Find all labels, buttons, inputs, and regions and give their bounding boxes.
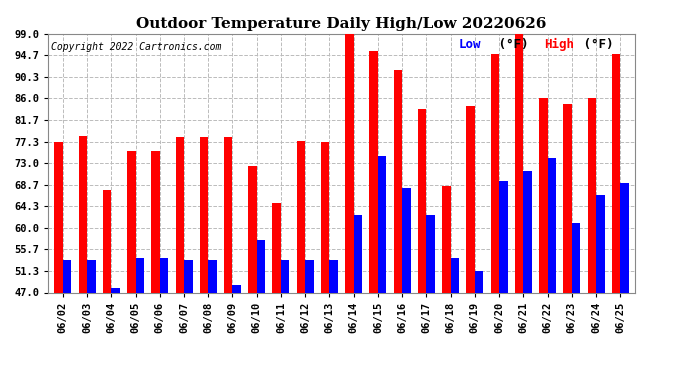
Bar	[175, 137, 184, 292]
Bar	[233, 285, 241, 292]
Bar	[345, 34, 354, 292]
Bar	[466, 106, 475, 292]
Bar	[79, 136, 87, 292]
Bar	[297, 141, 305, 292]
Bar	[548, 158, 556, 292]
Bar	[499, 180, 508, 292]
Bar	[572, 223, 580, 292]
Bar	[184, 260, 193, 292]
Bar	[378, 156, 386, 292]
Bar	[442, 186, 451, 292]
Text: (°F): (°F)	[491, 38, 529, 51]
Bar	[135, 258, 144, 292]
Bar	[63, 260, 71, 292]
Bar	[103, 190, 111, 292]
Bar	[224, 137, 233, 292]
Bar	[127, 151, 135, 292]
Bar	[208, 260, 217, 292]
Bar	[369, 51, 378, 292]
Bar	[426, 215, 435, 292]
Bar	[248, 166, 257, 292]
Text: Copyright 2022 Cartronics.com: Copyright 2022 Cartronics.com	[51, 42, 221, 51]
Bar	[596, 195, 604, 292]
Text: (°F): (°F)	[576, 38, 613, 51]
Bar	[563, 104, 572, 292]
Bar	[160, 258, 168, 292]
Bar	[151, 151, 160, 292]
Bar	[588, 99, 596, 292]
Bar	[111, 288, 120, 292]
Bar	[87, 260, 95, 292]
Bar	[612, 54, 620, 292]
Title: Outdoor Temperature Daily High/Low 20220626: Outdoor Temperature Daily High/Low 20220…	[137, 17, 546, 31]
Bar	[305, 260, 314, 292]
Bar	[200, 137, 208, 292]
Text: Low: Low	[459, 38, 482, 51]
Bar	[539, 99, 548, 292]
Bar	[451, 258, 459, 292]
Bar	[515, 31, 523, 292]
Bar	[418, 110, 426, 292]
Bar	[273, 203, 281, 292]
Bar	[523, 171, 532, 292]
Bar	[321, 142, 329, 292]
Bar	[329, 260, 338, 292]
Bar	[394, 70, 402, 292]
Bar	[55, 142, 63, 292]
Bar	[354, 215, 362, 292]
Bar	[475, 271, 483, 292]
Text: High: High	[544, 38, 574, 51]
Bar	[620, 183, 629, 292]
Bar	[281, 260, 289, 292]
Bar	[257, 240, 265, 292]
Bar	[491, 54, 499, 292]
Bar	[402, 188, 411, 292]
